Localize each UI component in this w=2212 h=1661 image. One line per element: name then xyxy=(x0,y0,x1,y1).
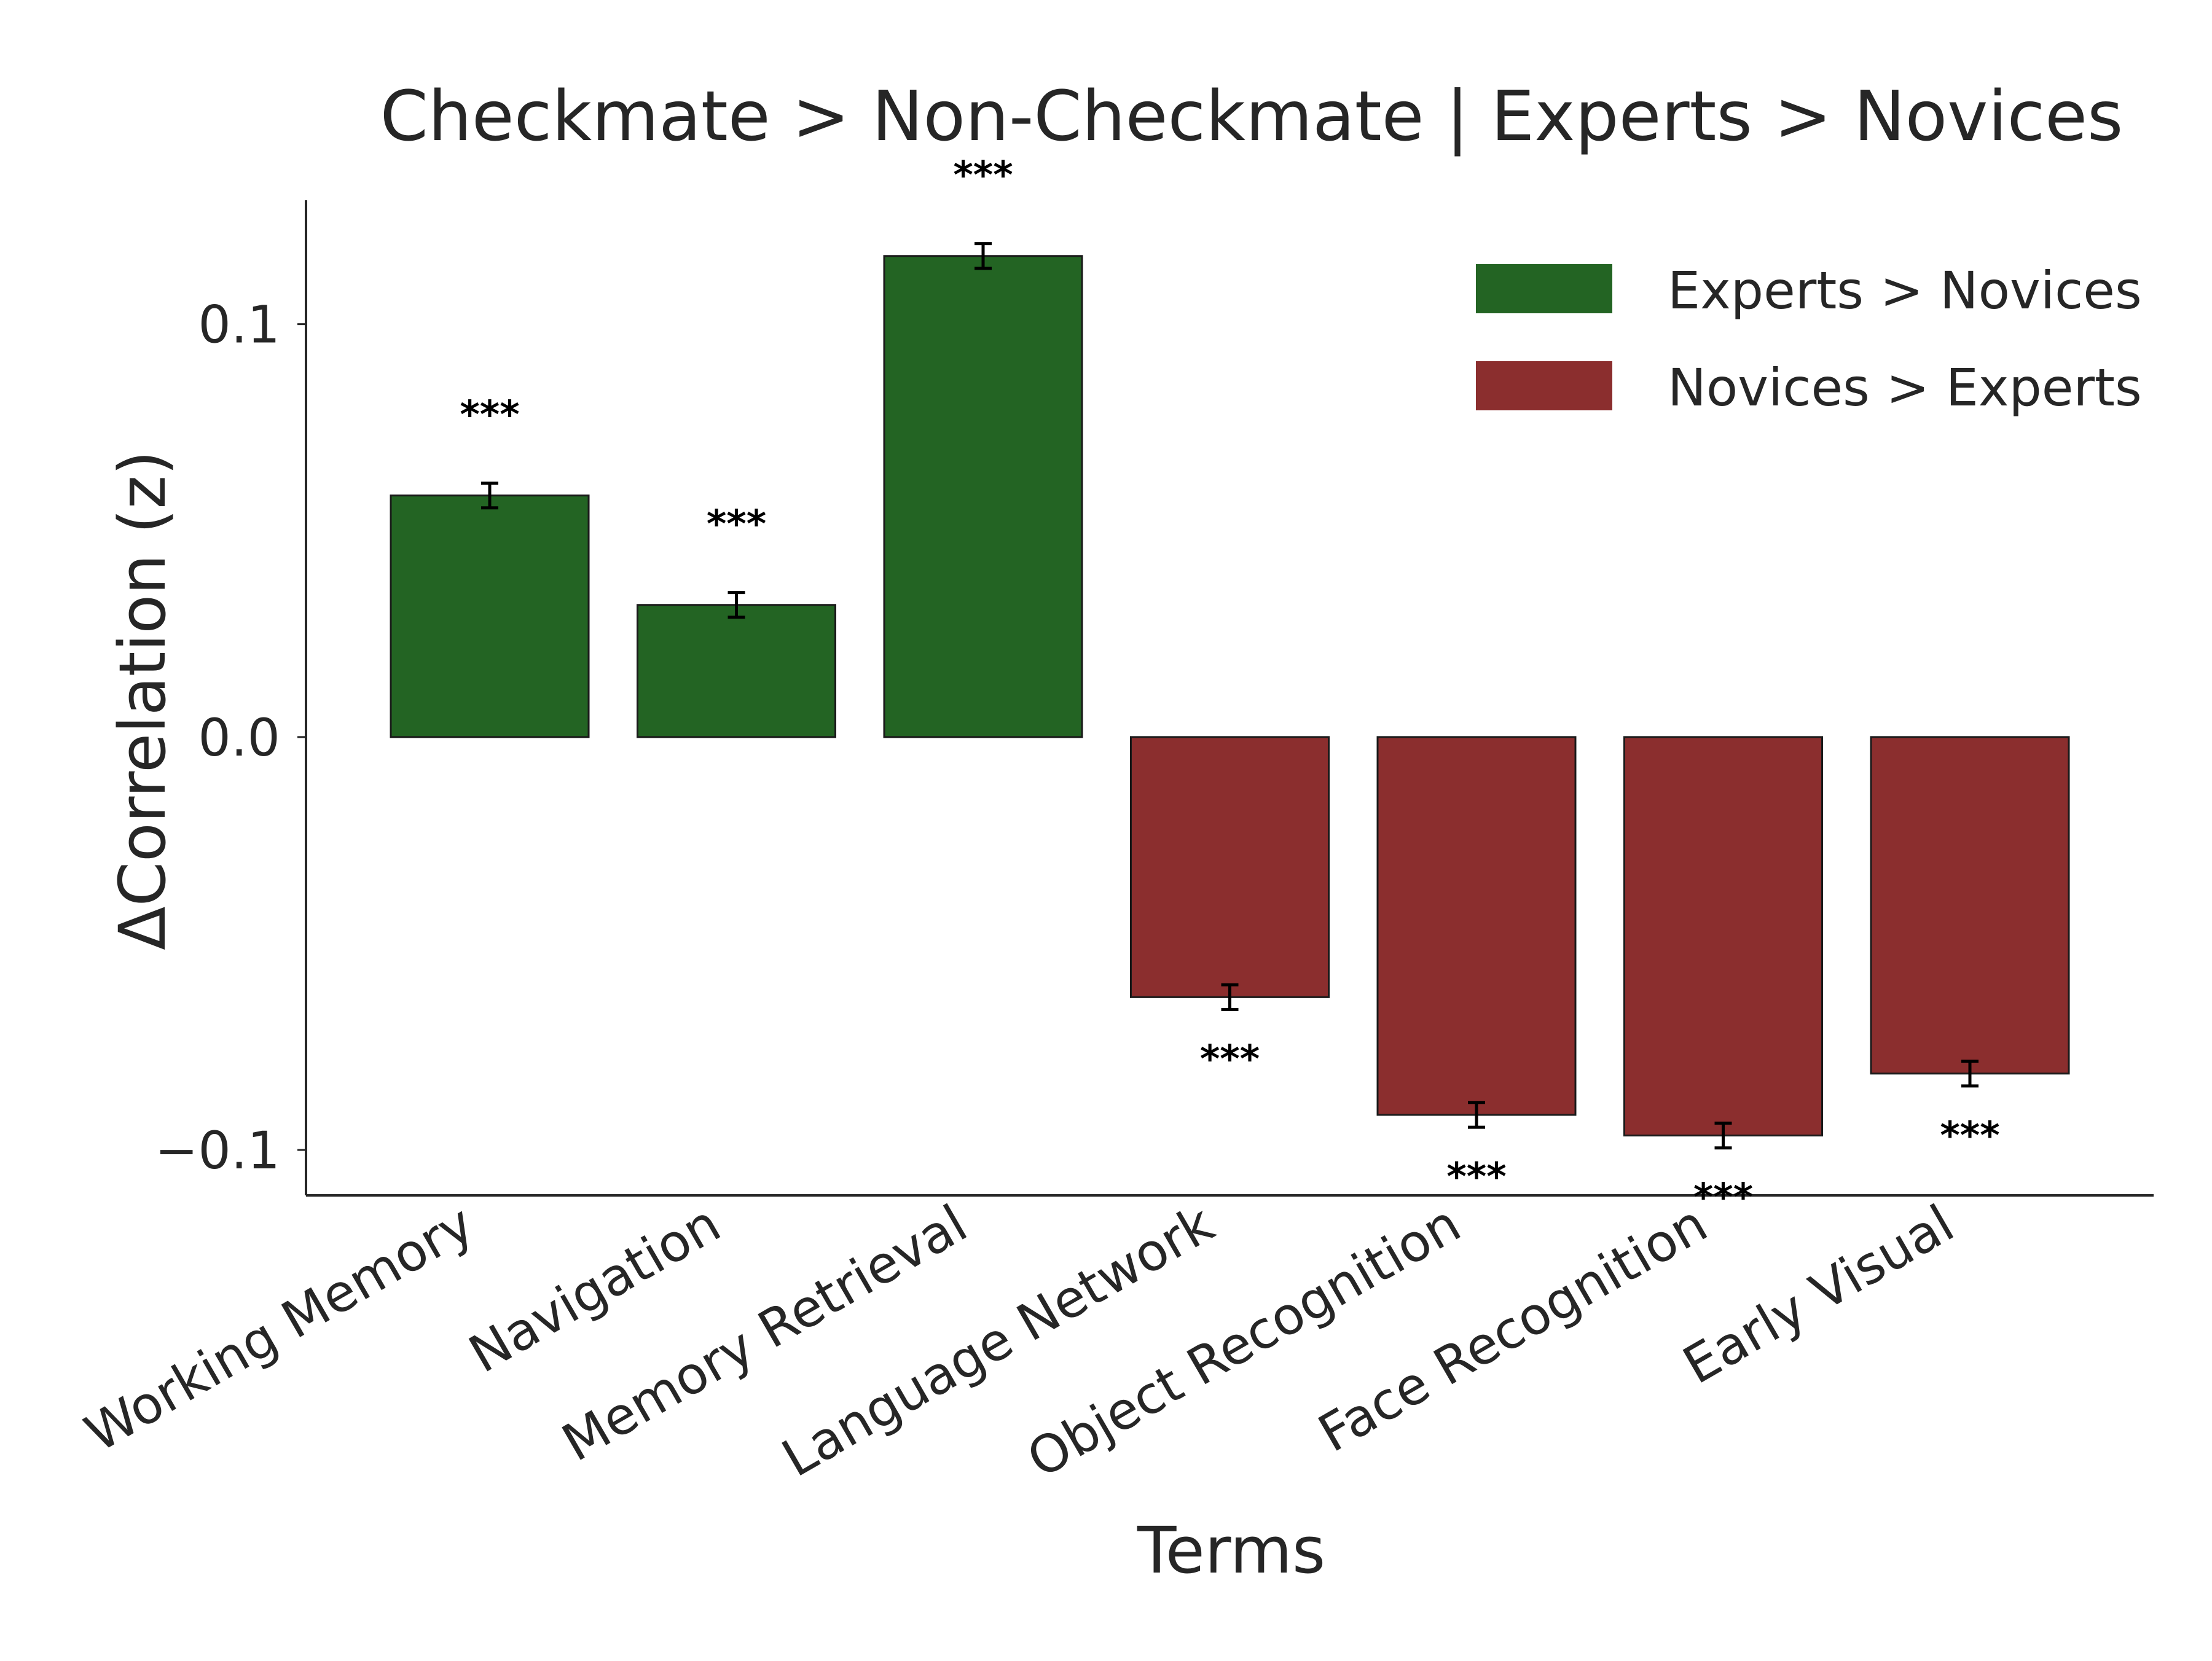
x-tick-label: Working Memory xyxy=(75,1193,484,1463)
y-tick-label: −0.1 xyxy=(155,1120,280,1181)
legend-label: Experts > Novices xyxy=(1668,260,2142,321)
legend-label: Novices > Experts xyxy=(1668,358,2142,418)
bar xyxy=(1376,736,1577,1116)
significance-label: *** xyxy=(1200,1037,1260,1082)
significance-label: *** xyxy=(1446,1154,1506,1199)
x-tick-label: Memory Retrieval xyxy=(552,1193,977,1473)
bar xyxy=(390,494,590,738)
significance-label: *** xyxy=(1940,1113,1999,1158)
bar xyxy=(1623,736,1823,1137)
bar xyxy=(883,255,1083,738)
y-axis-label: ΔCorrelation (z) xyxy=(105,450,180,950)
legend-swatch xyxy=(1476,361,1612,410)
x-tick-label: Language Network xyxy=(772,1193,1224,1488)
bar xyxy=(1130,736,1330,998)
y-ticks: 0.1 0.0 −0.1 xyxy=(155,295,306,1181)
y-tick-label: 0.1 xyxy=(198,295,280,355)
significance-label: *** xyxy=(707,502,766,547)
legend-swatch xyxy=(1476,264,1612,313)
x-tick-label: Object Recognition xyxy=(1018,1193,1470,1489)
bar xyxy=(1870,736,2070,1075)
x-axis-label: Terms xyxy=(1137,1513,1325,1588)
x-tick-label: Early Visual xyxy=(1673,1193,1964,1396)
chart-title: Checkmate > Non-Checkmate | Experts > No… xyxy=(380,77,2124,157)
legend: Experts > Novices Novices > Experts xyxy=(1476,260,2142,418)
bar xyxy=(637,604,836,738)
y-tick-label: 0.0 xyxy=(198,708,280,768)
axes xyxy=(305,200,2154,1197)
bars: *** *** *** *** *** *** *** xyxy=(390,153,2070,1220)
significance-label: *** xyxy=(460,392,519,437)
significance-label: *** xyxy=(953,153,1013,198)
significance-label: *** xyxy=(1693,1175,1753,1220)
